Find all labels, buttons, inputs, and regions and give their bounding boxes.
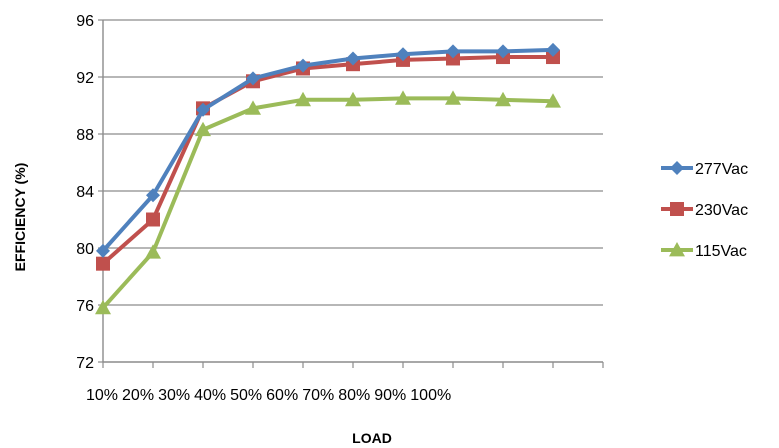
series-230Vac	[96, 50, 560, 271]
x-tick-label: 10%	[86, 387, 118, 404]
data-point	[446, 51, 460, 66]
legend-swatch-marker	[669, 242, 685, 257]
data-point	[545, 93, 561, 108]
series-277Vac	[96, 42, 560, 258]
legend-swatch-marker	[670, 202, 684, 216]
legend-label: 115Vac	[695, 243, 747, 260]
y-tick-label: 76	[76, 298, 94, 315]
legend-item: 115Vac	[661, 242, 747, 260]
y-tick-label: 88	[76, 127, 94, 144]
y-tick-labels: 72 76 80 84 88 92 96	[76, 13, 94, 372]
data-point	[295, 91, 311, 107]
data-point	[146, 212, 160, 227]
data-point	[496, 44, 510, 59]
data-point	[495, 91, 511, 107]
data-point	[96, 256, 110, 271]
y-axis-title: EFFICIENCY (%)	[12, 163, 28, 272]
data-point	[396, 47, 410, 62]
data-point	[196, 102, 210, 117]
x-tick-label: 80%	[338, 387, 370, 404]
data-point	[345, 91, 361, 107]
series-line	[101, 55, 553, 266]
axes	[98, 19, 604, 368]
series-line	[101, 47, 554, 253]
legend: 277Vac 230Vac 115Vac	[661, 161, 748, 260]
x-tick-label: 70%	[302, 387, 334, 404]
data-point	[395, 90, 411, 105]
data-point	[146, 188, 160, 203]
series-115Vac	[95, 90, 561, 315]
legend-item: 230Vac	[661, 202, 748, 219]
data-point	[96, 243, 110, 258]
data-point	[296, 58, 310, 73]
data-point	[546, 42, 560, 57]
data-point	[245, 100, 261, 115]
y-tick-label: 84	[76, 184, 94, 201]
y-tick-label: 72	[76, 355, 94, 372]
series-line	[101, 96, 554, 310]
x-axis-title: LOAD	[352, 430, 392, 446]
data-point	[445, 90, 461, 105]
x-tick-label: 90%	[374, 387, 406, 404]
y-tick-label: 80	[76, 241, 94, 258]
data-point	[195, 121, 211, 137]
x-tick-label: 20%	[122, 387, 154, 404]
legend-item: 277Vac	[661, 161, 748, 178]
x-tick-label: 30%	[158, 387, 190, 404]
legend-swatch-marker	[670, 161, 684, 175]
data-point	[546, 50, 560, 65]
legend-label: 230Vac	[695, 202, 748, 219]
data-point	[95, 299, 111, 315]
data-point	[246, 71, 260, 86]
x-tick-label: 50%	[230, 387, 262, 404]
legend-label: 277Vac	[695, 161, 748, 178]
x-tick-label: 60%	[266, 387, 298, 404]
y-tick-label: 96	[76, 13, 94, 30]
x-tick-label: 100%	[410, 387, 451, 404]
gridlines	[103, 19, 603, 306]
series-lines	[95, 42, 561, 315]
data-point	[446, 44, 460, 59]
data-point	[346, 51, 360, 66]
x-tick-label: 40%	[194, 387, 226, 404]
data-point	[145, 244, 161, 259]
x-tick-labels: 10% 20% 30% 40% 50% 60% 70% 80% 90% 100%	[86, 387, 451, 404]
y-tick-label: 92	[76, 70, 94, 87]
